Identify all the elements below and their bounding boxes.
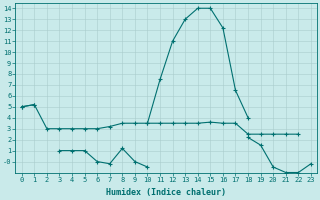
X-axis label: Humidex (Indice chaleur): Humidex (Indice chaleur) <box>106 188 226 197</box>
